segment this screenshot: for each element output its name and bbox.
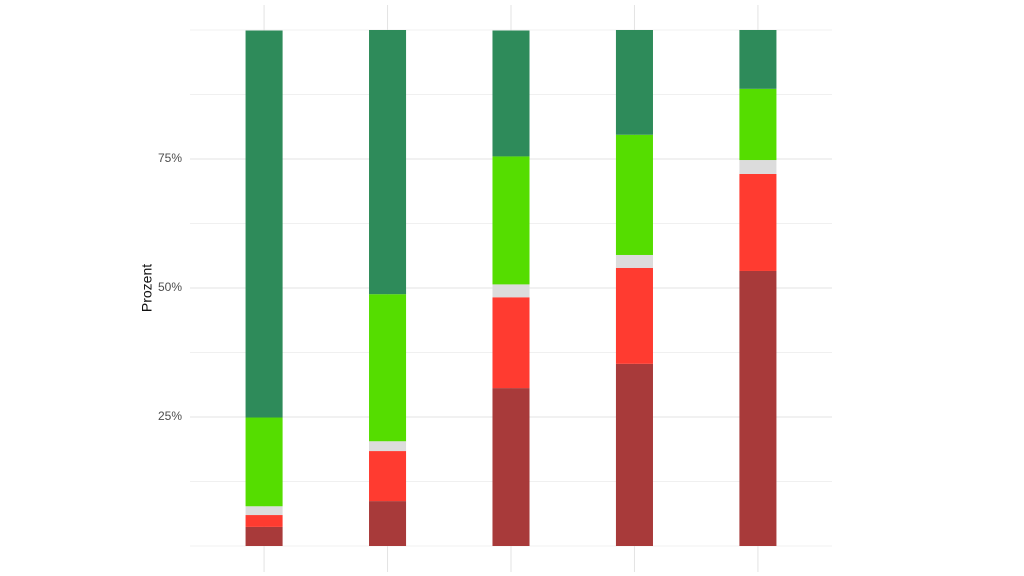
bar-segment	[492, 297, 530, 389]
bar-segment	[369, 30, 407, 295]
bar-segment	[739, 270, 777, 546]
bars	[245, 30, 777, 546]
y-tick-label: 50%	[158, 280, 182, 294]
bar-segment	[739, 173, 777, 271]
bar-segment	[369, 451, 407, 502]
bar-segment	[245, 515, 283, 527]
bar-segment	[369, 294, 407, 442]
y-tick-label: 75%	[158, 151, 182, 165]
bar-segment	[369, 441, 407, 452]
bar-segment	[245, 30, 283, 418]
bar-segment	[615, 134, 653, 255]
bar-segment	[739, 160, 777, 174]
bar-segment	[615, 363, 653, 546]
bar-segment	[615, 254, 653, 268]
bar-segment	[245, 417, 283, 507]
bar-segment	[245, 526, 283, 546]
bar-segment	[615, 30, 653, 135]
bar-segment	[369, 501, 407, 546]
y-axis-title: Prozent	[139, 264, 155, 312]
bar-segment	[739, 30, 777, 89]
bar-segment	[245, 506, 283, 516]
y-tick-label: 25%	[158, 409, 182, 423]
bar-segment	[492, 388, 530, 546]
bar-segment	[492, 30, 530, 157]
bar-segment	[492, 284, 530, 298]
bar-segment	[739, 88, 777, 161]
bar-segment	[492, 156, 530, 285]
bar-segment	[615, 267, 653, 364]
